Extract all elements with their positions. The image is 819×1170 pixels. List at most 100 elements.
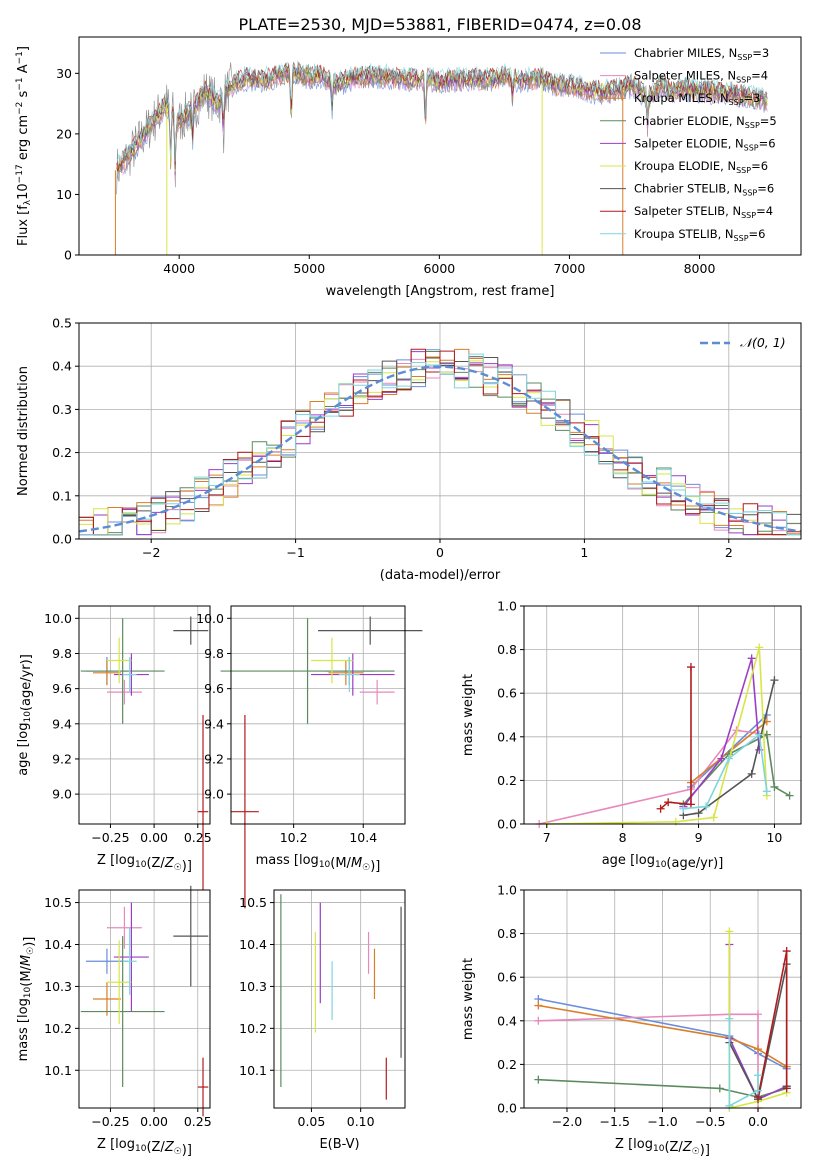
weight-line: [538, 1013, 759, 1108]
legend-label: Chabrier ELODIE, NSSP=5: [634, 114, 777, 130]
y-tick-label: 10.2: [239, 1021, 267, 1036]
y-tick-label: 0.0: [497, 1101, 517, 1116]
x-axis-label: Z [log10(Z/Z☉)]: [97, 1137, 192, 1158]
y-tick-label: 10.3: [44, 979, 72, 994]
y-tick-label: 0.4: [497, 1013, 517, 1028]
panel-residual_histogram: −2 −1 0 1 2 0.0 0.1 0.2 0.3 0.4 0.5 (data-model)/er…: [16, 316, 802, 583]
x-tick-label: −0.5: [695, 1114, 725, 1129]
legend-label: Kroupa STELIB, NSSP=6: [634, 227, 765, 243]
y-tick-label: 0.5: [52, 316, 72, 331]
data-marks: [220, 616, 423, 909]
y-tick-label: 9.8: [204, 646, 224, 661]
y-axis-label: mass [log10(M/M☉)]: [16, 937, 37, 1062]
legend-label: Kroupa ELODIE, NSSP=6: [634, 159, 768, 175]
y-tick-label: 9.0: [204, 787, 224, 802]
x-tick-label: −2.0: [552, 1114, 582, 1129]
weight-line: [538, 1004, 788, 1068]
x-axis-label: Z [log10(Z/Z☉)]: [615, 1137, 710, 1158]
x-tick-label: −0.25: [91, 830, 129, 845]
plot-area: [524, 606, 801, 824]
axes: 10.2 10.4 9.0 9.2 9.4 9.6 9.8 10.0 mass [log10(M…: [196, 611, 380, 874]
weight-marker: [717, 754, 726, 763]
y-tick-label: 0.0: [497, 817, 517, 832]
x-tick-label: −1.5: [600, 1114, 630, 1129]
axes: −0.25 0.00 0.25 9.0 9.2 9.4 9.6 9.8 10.0 Z [log10…: [16, 611, 212, 874]
weight-marker: [762, 787, 771, 796]
data-marks: [114, 60, 768, 255]
legend-label: 𝒩(0, 1): [740, 335, 786, 350]
weight-line: [683, 679, 776, 817]
x-tick-label: 8: [619, 830, 627, 845]
panel-weight_vs_Z: −2.0 −1.5 −1.0 −0.5 0.0 0.0 0.2 0.4 0.6 0.8 1.0 Z […: [461, 883, 802, 1159]
weight-line: [682, 658, 761, 808]
weight-marker: [534, 1016, 543, 1025]
y-tick-label: 10.2: [44, 1021, 72, 1036]
x-axis-label: wavelength [Angstrom, rest frame]: [326, 284, 555, 299]
x-tick-label: 10.4: [349, 830, 377, 845]
y-axis-label: Normed distribution: [16, 366, 31, 496]
x-axis-label: (data-model)/error: [380, 568, 501, 583]
y-tick-label: 9.0: [52, 787, 72, 802]
axes-frame: [273, 889, 406, 1109]
y-tick-label: 0.1: [52, 488, 72, 503]
axes-frame: [523, 889, 802, 1109]
x-tick-label: 0.0: [748, 1114, 768, 1129]
axes: −2.0 −1.5 −1.0 −0.5 0.0 0.0 0.2 0.4 0.6 0.8 1.0 Z […: [461, 883, 768, 1159]
weight-marker: [782, 1084, 791, 1093]
x-tick-label: 4000: [163, 261, 195, 276]
y-axis-label: age [log10(age/yr)]: [16, 654, 34, 776]
y-axis-label: Flux [fλ10−17 erg cm−2 s−1 A−1]: [15, 46, 33, 246]
y-tick-label: 10.1: [239, 1063, 267, 1078]
x-tick-label: −2: [142, 545, 160, 560]
weight-marker: [754, 1071, 763, 1080]
weight-marker: [702, 802, 711, 811]
gaussian-reference-line: [78, 365, 802, 533]
y-tick-label: 9.6: [204, 681, 224, 696]
panel-mass_vs_Z: −0.25 0.00 0.25 10.1 10.2 10.3 10.4 10.5 Z [log1…: [16, 885, 212, 1158]
weight-marker: [709, 813, 718, 822]
y-tick-label: 0.4: [497, 729, 517, 744]
data-marks: [280, 894, 402, 1100]
x-tick-label: −1.0: [647, 1114, 677, 1129]
legend: Chabrier MILES, NSSP=3 Salpeter MILES, NS…: [600, 46, 777, 243]
axes-frame: [78, 322, 802, 540]
x-tick-label: 10.2: [280, 830, 308, 845]
legend-label: Kroupa MILES, NSSP=3: [634, 91, 760, 107]
y-tick-label: 30: [56, 66, 72, 81]
y-tick-label: 1.0: [497, 599, 517, 614]
weight-marker: [770, 676, 779, 685]
x-tick-label: 7: [543, 830, 551, 845]
panel-age_vs_mass: 10.2 10.4 9.0 9.2 9.4 9.6 9.8 10.0 mass [log10(M…: [196, 605, 423, 909]
x-tick-label: 7000: [554, 261, 586, 276]
spectrum-model-line: [116, 62, 768, 173]
weight-marker: [534, 1001, 543, 1010]
y-tick-label: 0.2: [497, 1057, 517, 1072]
weight-marker: [755, 730, 764, 739]
y-tick-label: 9.4: [52, 716, 72, 731]
weight-line: [728, 1018, 759, 1108]
x-tick-label: 10: [766, 830, 782, 845]
y-tick-label: 0.8: [497, 642, 517, 657]
legend-label: Chabrier STELIB, NSSP=6: [634, 182, 774, 198]
weight-marker: [785, 791, 794, 800]
panel-age_vs_Z: −0.25 0.00 0.25 9.0 9.2 9.4 9.6 9.8 10.0 Z [log10…: [16, 605, 212, 909]
x-tick-label: 0.10: [347, 1114, 375, 1129]
legend-label: Salpeter MILES, NSSP=4: [634, 69, 768, 85]
legend-label: Chabrier MILES, NSSP=3: [634, 46, 769, 62]
y-tick-label: 10.0: [196, 611, 224, 626]
weight-line: [660, 667, 692, 810]
axes-frame: [78, 605, 211, 825]
x-axis-label: E(B-V): [319, 1137, 359, 1152]
x-tick-label: −1: [286, 545, 304, 560]
histogram-step: [79, 353, 801, 536]
axes: 7 8 9 10 0.0 0.2 0.4 0.6 0.8 1.0 age [log10(age/yr…: [461, 599, 782, 872]
y-tick-label: 0: [64, 248, 72, 263]
y-tick-label: 0.3: [52, 402, 72, 417]
x-axis-label: Z [log10(Z/Z☉)]: [97, 853, 192, 874]
panel-weight_vs_age: 7 8 9 10 0.0 0.2 0.4 0.6 0.8 1.0 age [log10(age/yr…: [461, 599, 802, 872]
weight-marker: [724, 754, 733, 763]
x-tick-label: −0.25: [91, 1114, 129, 1129]
y-tick-label: 10.1: [44, 1063, 72, 1078]
weight-marker: [534, 1075, 543, 1084]
